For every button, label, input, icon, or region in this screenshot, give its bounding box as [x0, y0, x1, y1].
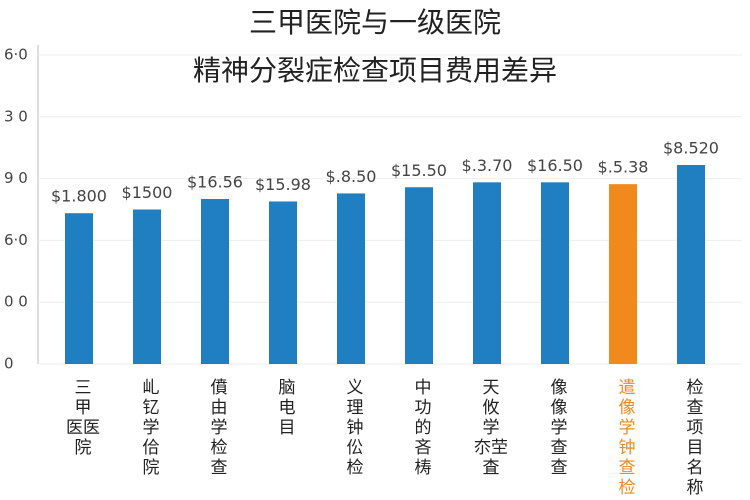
x-tick-label: 院	[75, 438, 92, 458]
bar	[65, 213, 93, 364]
x-tick-label: 查	[687, 398, 704, 418]
x-tick-label: 检	[211, 438, 228, 458]
x-tick-label: 电	[279, 398, 296, 418]
x-tick-label: 査	[483, 458, 500, 478]
x-tick-label: 医医	[66, 418, 100, 438]
x-tick-label: 检	[687, 378, 704, 398]
x-tick-label: 攸	[483, 398, 500, 418]
x-tick-label: 义	[347, 378, 364, 398]
x-tick-label: 学	[483, 418, 500, 438]
x-tick-label: 学	[143, 418, 160, 438]
bar	[677, 165, 705, 364]
x-tick-label: 检	[619, 478, 636, 498]
bar	[609, 184, 637, 364]
x-tick-label: 目	[687, 438, 704, 458]
bar-label: $16.56	[187, 172, 243, 191]
bar	[541, 182, 569, 364]
bar	[201, 198, 229, 364]
x-tick-label: 名	[687, 458, 704, 478]
x-tick-label: 学	[211, 418, 228, 438]
bar	[405, 187, 433, 364]
x-tick-label: 钟	[347, 418, 364, 438]
y-tick-label: 3 0	[4, 107, 28, 125]
x-tick-label: 查	[619, 458, 636, 478]
y-tick-label: 0 0	[4, 293, 28, 311]
x-tick-label: 检	[347, 458, 364, 478]
chart-subtitle: 精神分裂症检查项目费用差异	[193, 54, 557, 87]
x-tick-label: 遣	[619, 378, 636, 398]
x-tick-label: 夵茔	[474, 438, 508, 458]
y-tick-label: 6·0	[4, 46, 28, 64]
bar-label: $15.98	[255, 175, 311, 194]
x-tick-label: 像	[619, 398, 636, 418]
y-tick-label: 9 0	[4, 169, 28, 187]
x-tick-label: 脑	[279, 378, 296, 398]
x-tick-label: 查	[211, 458, 228, 478]
x-tick-label: 天	[483, 378, 500, 398]
x-tick-label: 项	[687, 418, 704, 438]
y-tick-label: 0	[4, 355, 14, 373]
x-tick-label: 吝	[415, 438, 432, 458]
bar	[473, 182, 501, 364]
x-tick-label: 像	[551, 378, 568, 398]
x-tick-label: 功	[415, 398, 432, 418]
bar	[337, 193, 365, 364]
x-tick-label: 乢	[143, 378, 160, 398]
bar-label: $.8.50	[326, 167, 377, 186]
x-tick-label: 的	[415, 418, 432, 438]
x-tick-label: 伀	[347, 438, 364, 458]
x-tick-label: 佮	[143, 438, 160, 458]
x-tick-label: 像	[551, 398, 568, 418]
bar	[269, 201, 297, 364]
bar-label: $1500	[122, 183, 173, 202]
bar-label: $16.50	[527, 156, 583, 175]
x-tick-label: 理	[347, 398, 364, 418]
x-tick-label: 学	[619, 418, 636, 438]
x-tick-label: 钇	[143, 398, 160, 418]
x-tick-label: 由	[211, 398, 228, 418]
x-tick-label: 查	[551, 438, 568, 458]
x-tick-label: 钟	[619, 438, 636, 458]
x-tick-label: 学	[551, 418, 568, 438]
x-tick-label: 院	[143, 458, 160, 478]
bar-label: $.3.70	[462, 156, 513, 175]
x-tick-label: 中	[415, 378, 432, 398]
x-tick-label: 三	[75, 378, 92, 398]
bar-label: $8.520	[663, 139, 719, 158]
bar-label: $1.800	[51, 187, 107, 206]
chart-title: 三甲医院与一级医院	[249, 6, 501, 39]
bar-label: $.5.38	[598, 158, 649, 177]
bar	[133, 209, 161, 364]
x-tick-label: 称	[687, 478, 704, 498]
x-tick-label: 梼	[415, 458, 432, 478]
bar-label: $15.50	[391, 161, 447, 180]
x-tick-label: 目	[279, 418, 296, 438]
x-tick-label: 查	[551, 458, 568, 478]
y-tick-label: 6·0	[4, 231, 28, 249]
x-tick-label: 甲	[75, 398, 92, 418]
x-tick-label: 僨	[211, 378, 228, 398]
